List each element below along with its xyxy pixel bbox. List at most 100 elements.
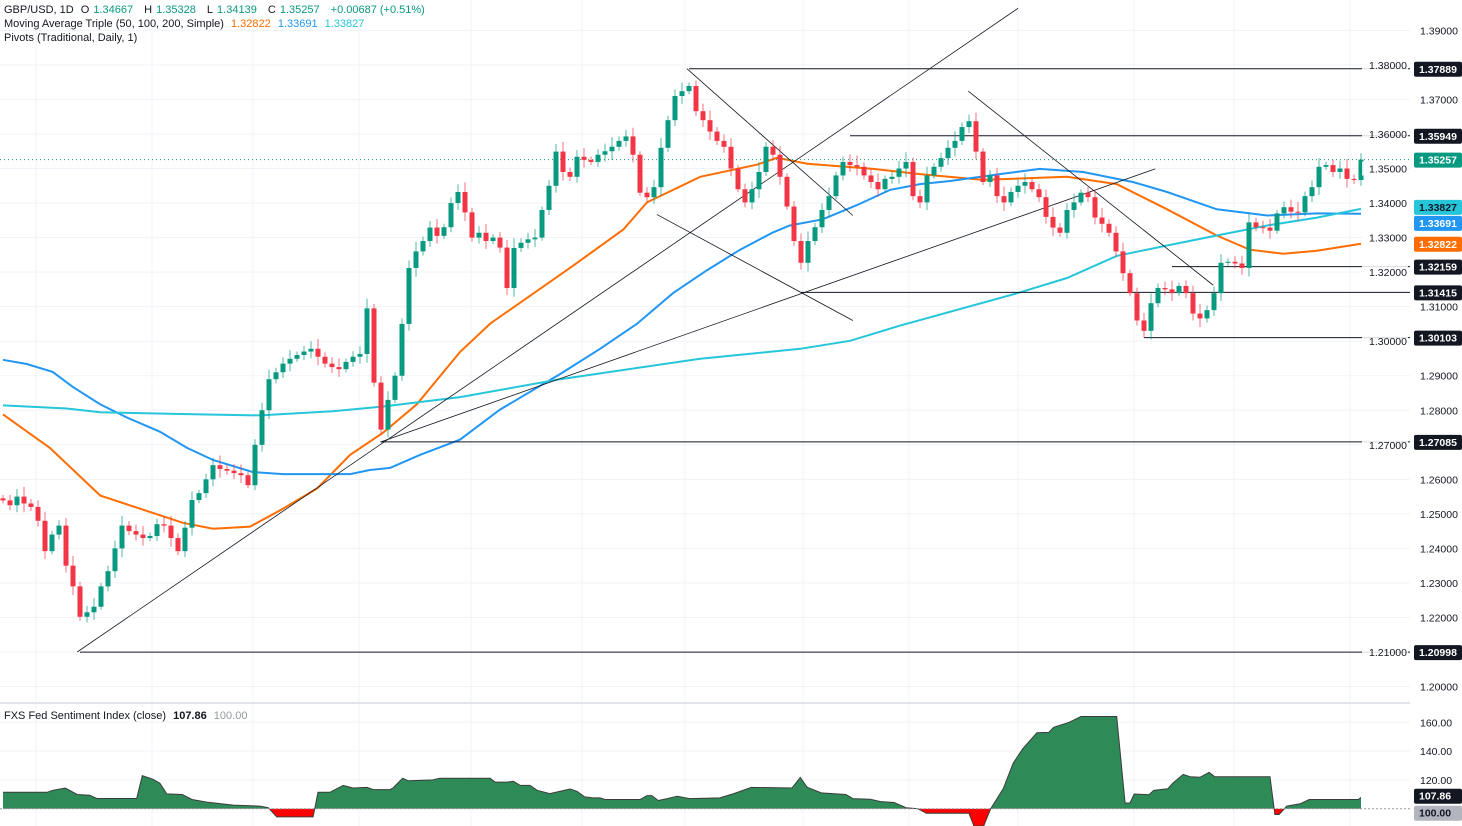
candle-body [182,527,188,552]
candle-body [756,171,762,190]
candle-body [707,120,713,132]
candle-body [1309,187,1315,197]
candle [1274,209,1280,234]
candle [294,351,300,362]
candle-body [441,227,447,236]
candle [1050,207,1056,237]
candle [1316,158,1322,195]
price-tick-label: 1.36000 [1369,129,1407,141]
candle-body [560,151,566,172]
candle-body [812,227,818,242]
candle-body [63,525,69,566]
candle-body [938,158,944,167]
candle-body [777,154,783,177]
candle-body [406,267,412,324]
sentiment-title: FXS Fed Sentiment Index (close) [4,710,167,722]
candle-body [644,192,650,198]
candle-body [7,500,13,506]
candle-body [343,361,349,370]
candle [364,298,370,363]
candle-body [805,241,811,263]
candle-body [819,209,825,228]
pivot-badge: 1.35949 [1419,131,1457,143]
sentiment-value: 107.86 [173,710,207,722]
candle [644,187,650,203]
candle-body [742,189,748,203]
candle-body [574,156,580,177]
candle [777,146,783,185]
candle-body [231,470,237,474]
candle [1239,255,1245,275]
candle [1225,258,1231,266]
ma-legend[interactable]: Moving Average Triple (50, 100, 200, Sim… [4,17,368,31]
candle-body [140,534,146,539]
candle [980,148,986,186]
candle-body [287,358,293,364]
candle [511,238,517,297]
pivot-badge: 1.37889 [1419,64,1457,76]
candle [1092,189,1098,225]
candle [1141,312,1147,338]
candle [343,358,349,373]
candle [1015,179,1021,198]
low-label: L [206,4,214,16]
pivots-legend[interactable]: Pivots (Traditional, Daily, 1) [4,31,141,45]
candlestick-series [0,80,1364,623]
candle [896,160,902,184]
candle [805,231,811,272]
candle-body [462,192,468,213]
ohlc-open: O 1.34667 [81,4,137,16]
candle-body [700,111,706,121]
candle-body [427,227,433,242]
candle [539,206,545,241]
ma200-badge-bg [1414,199,1462,215]
candle-body [1225,261,1231,263]
high-label: H [144,4,153,16]
candle [882,175,888,193]
candle-body [420,241,426,252]
candle [868,168,874,188]
candle-body [1246,222,1252,268]
candle-body [105,571,111,587]
candle [154,518,160,541]
sentiment-legend[interactable]: FXS Fed Sentiment Index (close) 107.86 1… [4,709,251,723]
trendline-drawings[interactable] [0,7,1410,653]
candle-body [476,232,482,238]
candle-body [483,232,489,242]
moving-average-lines [2,156,1362,530]
candle-body [518,242,524,248]
ohlc-high: H 1.35328 [144,4,200,16]
candle-body [357,353,363,357]
candle-body [1358,159,1364,181]
candle [378,376,384,436]
candle [602,143,608,162]
candle-body [1029,181,1035,190]
candle-body [791,206,797,242]
candle [392,372,398,404]
candle [1155,283,1161,308]
candle [756,162,762,198]
candle [126,521,132,536]
candle [973,112,979,160]
candle [231,464,237,480]
candle-body [798,241,804,263]
candle [532,228,538,248]
candle [581,148,587,168]
candle [966,114,972,133]
candle-body [14,496,20,506]
price-tick-label: 1.21000 [1369,647,1407,659]
price-tick-label-bg [1362,161,1408,176]
candle-body [35,506,41,521]
candle [847,154,853,172]
candle [1071,193,1077,218]
last-price-badge-bg [1414,152,1462,168]
candle [1337,160,1343,179]
ohlc-close: C 1.35257 [268,4,324,16]
candle [1330,159,1336,177]
candle [329,357,335,373]
open-value: 1.34667 [93,4,134,16]
candle-body [728,146,734,169]
candle-body [637,154,643,193]
candle-body [973,121,979,152]
